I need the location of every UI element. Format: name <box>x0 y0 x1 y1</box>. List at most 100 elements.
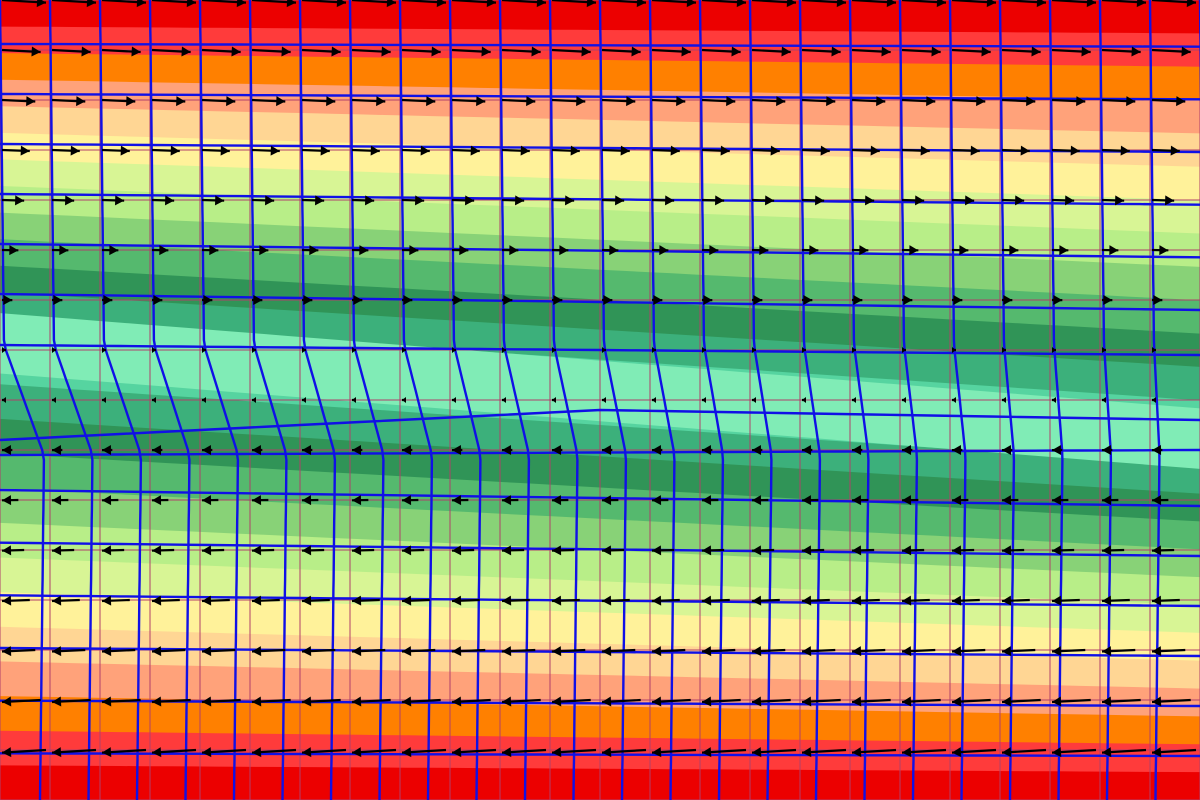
velocity-arrow <box>1151 96 1186 107</box>
velocity-arrow <box>701 747 747 758</box>
velocity-arrow <box>851 696 891 707</box>
velocity-arrow <box>151 295 163 306</box>
velocity-arrow <box>351 295 363 306</box>
velocity-arrow <box>701 397 707 403</box>
velocity-arrow <box>401 595 430 606</box>
velocity-arrow <box>1151 495 1169 506</box>
velocity-arrow <box>651 696 691 707</box>
velocity-arrow <box>901 747 947 758</box>
velocity-arrow <box>351 46 391 57</box>
velocity-arrow <box>751 0 797 8</box>
velocity-arrow <box>801 397 807 403</box>
velocity-arrow <box>151 445 163 456</box>
velocity-arrow <box>251 295 263 306</box>
mesh-vertical-line <box>1048 0 1064 800</box>
velocity-arrow <box>351 347 357 353</box>
velocity-arrow <box>1051 96 1086 107</box>
mesh-vertical-line <box>548 0 579 800</box>
velocity-arrow <box>901 696 941 707</box>
velocity-arrow <box>601 445 613 456</box>
velocity-arrow <box>51 295 63 306</box>
velocity-arrow <box>301 397 307 403</box>
velocity-arrow <box>851 0 897 8</box>
mesh-vertical-line <box>948 0 967 800</box>
velocity-arrow <box>651 145 680 156</box>
velocity-arrow <box>151 195 175 206</box>
velocity-arrow <box>1001 495 1019 506</box>
velocity-arrow <box>351 696 391 707</box>
velocity-arrow <box>201 747 247 758</box>
velocity-arrow <box>1001 145 1030 156</box>
velocity-arrow <box>1051 195 1075 206</box>
velocity-arrow <box>551 295 563 306</box>
mesh-vertical-line <box>698 0 725 800</box>
velocity-arrow <box>251 747 297 758</box>
mesh-vertical-line <box>248 0 288 800</box>
velocity-arrow <box>451 595 480 606</box>
velocity-arrow <box>51 46 91 57</box>
velocity-arrow <box>1001 245 1019 256</box>
velocity-arrow <box>1101 245 1119 256</box>
velocity-arrow <box>601 96 636 107</box>
velocity-arrow <box>1151 295 1163 306</box>
velocity-arrow <box>801 96 836 107</box>
velocity-arrow <box>701 445 713 456</box>
mesh-vertical-line <box>0 0 46 800</box>
velocity-arrow <box>801 595 830 606</box>
velocity-arrow <box>551 397 557 403</box>
velocity-arrow <box>101 145 130 156</box>
velocity-arrow <box>451 397 457 403</box>
velocity-arrow <box>201 595 230 606</box>
velocity-arrow <box>301 195 325 206</box>
mesh-vertical-line <box>798 0 822 800</box>
velocity-arrow <box>251 646 286 657</box>
velocity-arrow <box>101 495 119 506</box>
velocity-arrow <box>851 347 857 353</box>
velocity-arrow <box>351 245 369 256</box>
velocity-arrow <box>751 646 786 657</box>
velocity-arrow <box>1001 96 1036 107</box>
velocity-arrow <box>451 495 469 506</box>
velocity-arrow <box>901 145 930 156</box>
velocity-arrow <box>951 397 957 403</box>
velocity-arrow <box>601 295 613 306</box>
mesh-vertical-line <box>448 0 482 800</box>
velocity-arrow <box>901 195 925 206</box>
velocity-arrow <box>851 245 869 256</box>
velocity-arrow <box>601 595 630 606</box>
velocity-arrow <box>101 595 130 606</box>
velocity-arrow <box>1151 397 1157 403</box>
velocity-arrow <box>551 696 591 707</box>
velocity-arrow <box>1 595 30 606</box>
velocity-arrow <box>251 445 263 456</box>
velocity-arrow <box>451 145 480 156</box>
velocity-arrow <box>1151 46 1191 57</box>
velocity-arrow <box>351 445 363 456</box>
velocity-arrow <box>951 245 969 256</box>
velocity-arrow <box>1101 495 1119 506</box>
velocity-arrow <box>701 495 719 506</box>
velocity-arrow <box>751 397 757 403</box>
velocity-arrow <box>101 96 136 107</box>
velocity-arrow <box>151 245 169 256</box>
velocity-arrow <box>951 0 997 8</box>
velocity-arrow <box>351 646 386 657</box>
velocity-arrow <box>301 46 341 57</box>
velocity-arrow <box>501 295 513 306</box>
velocity-arrow <box>1001 646 1036 657</box>
velocity-arrow <box>1151 195 1175 206</box>
velocity-arrow <box>251 545 275 556</box>
velocity-arrow <box>1 145 30 156</box>
velocity-arrow <box>401 96 436 107</box>
velocity-arrow <box>1151 145 1180 156</box>
velocity-arrow <box>301 595 330 606</box>
velocity-arrow <box>601 46 641 57</box>
velocity-arrow <box>701 96 736 107</box>
velocity-arrow <box>101 696 141 707</box>
velocity-arrow <box>951 347 957 353</box>
velocity-arrow <box>651 397 657 403</box>
velocity-arrow <box>201 347 207 353</box>
velocity-arrow <box>851 646 886 657</box>
velocity-arrow <box>801 696 841 707</box>
